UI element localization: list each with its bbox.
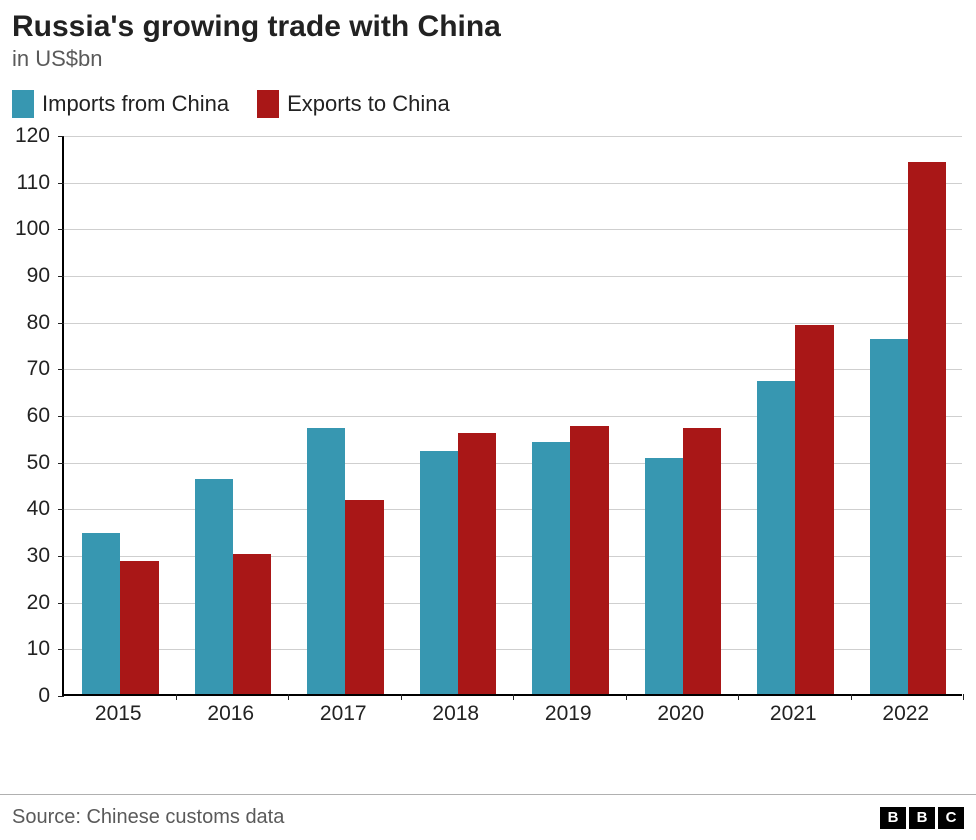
bar	[870, 339, 908, 694]
y-tickmark	[58, 696, 64, 697]
x-tick-label: 2021	[770, 702, 817, 726]
footer: Source: Chinese customs data B B C	[0, 794, 976, 840]
gridline	[64, 276, 962, 277]
x-tick-label: 2017	[320, 702, 367, 726]
bar	[82, 533, 120, 694]
y-tick-label: 60	[6, 404, 50, 428]
y-tick-label: 80	[6, 311, 50, 335]
x-tick-label: 2019	[545, 702, 592, 726]
bar	[532, 442, 570, 694]
x-tick-label: 2018	[432, 702, 479, 726]
x-tick-label: 2020	[657, 702, 704, 726]
bar	[420, 451, 458, 694]
legend: Imports from China Exports to China	[12, 90, 964, 118]
x-tickmark	[288, 694, 289, 700]
gridline	[64, 323, 962, 324]
y-tick-label: 40	[6, 497, 50, 521]
y-tickmark	[58, 649, 64, 650]
y-tickmark	[58, 369, 64, 370]
chart-container: Russia's growing trade with China in US$…	[0, 0, 976, 840]
y-tick-label: 10	[6, 637, 50, 661]
bar	[795, 325, 833, 694]
bbc-logo-b2: B	[909, 807, 935, 829]
bbc-logo-c: C	[938, 807, 964, 829]
x-tickmark	[401, 694, 402, 700]
chart-area: 0102030405060708090100110120 20152016201…	[12, 136, 964, 731]
gridline	[64, 183, 962, 184]
y-tickmark	[58, 463, 64, 464]
y-tickmark	[58, 603, 64, 604]
legend-swatch-exports	[257, 90, 279, 118]
bar	[570, 426, 608, 694]
x-tick-label: 2022	[882, 702, 929, 726]
legend-item-exports: Exports to China	[257, 90, 450, 118]
bbc-logo-b1: B	[880, 807, 906, 829]
y-tick-label: 70	[6, 357, 50, 381]
bar	[345, 500, 383, 694]
bar	[120, 561, 158, 694]
bar	[233, 554, 271, 694]
y-tick-label: 50	[6, 451, 50, 475]
bar	[307, 428, 345, 694]
bar	[195, 479, 233, 694]
y-tick-label: 30	[6, 544, 50, 568]
y-tickmark	[58, 229, 64, 230]
x-tickmark	[176, 694, 177, 700]
y-tickmark	[58, 323, 64, 324]
y-tick-label: 110	[6, 171, 50, 195]
y-tickmark	[58, 183, 64, 184]
x-axis-labels: 2015 2016 2017 2018 2019 2020 2021 2022	[62, 702, 962, 732]
y-tick-label: 20	[6, 591, 50, 615]
x-tickmark	[738, 694, 739, 700]
gridline	[64, 136, 962, 137]
bar	[908, 162, 946, 694]
y-tick-label: 100	[6, 217, 50, 241]
legend-swatch-imports	[12, 90, 34, 118]
x-tickmark	[513, 694, 514, 700]
bbc-logo: B B C	[880, 807, 964, 829]
legend-label-exports: Exports to China	[287, 91, 450, 117]
bar	[458, 433, 496, 694]
bar	[683, 428, 721, 694]
bar	[645, 458, 683, 694]
x-tickmark	[963, 694, 964, 700]
gridline	[64, 229, 962, 230]
bar	[757, 381, 795, 694]
x-tickmark	[851, 694, 852, 700]
plot-area	[62, 136, 962, 696]
y-tickmark	[58, 136, 64, 137]
y-tickmark	[58, 276, 64, 277]
y-tick-label: 0	[6, 684, 50, 708]
chart-subtitle: in US$bn	[12, 46, 964, 72]
y-tickmark	[58, 556, 64, 557]
x-tickmark	[626, 694, 627, 700]
y-tickmark	[58, 416, 64, 417]
x-tick-label: 2015	[95, 702, 142, 726]
y-tickmark	[58, 509, 64, 510]
y-tick-label: 120	[6, 124, 50, 148]
legend-item-imports: Imports from China	[12, 90, 229, 118]
x-tick-label: 2016	[207, 702, 254, 726]
y-axis: 0102030405060708090100110120	[12, 136, 56, 696]
source-text: Source: Chinese customs data	[12, 806, 284, 829]
chart-title: Russia's growing trade with China	[12, 10, 964, 44]
legend-label-imports: Imports from China	[42, 91, 229, 117]
y-tick-label: 90	[6, 264, 50, 288]
